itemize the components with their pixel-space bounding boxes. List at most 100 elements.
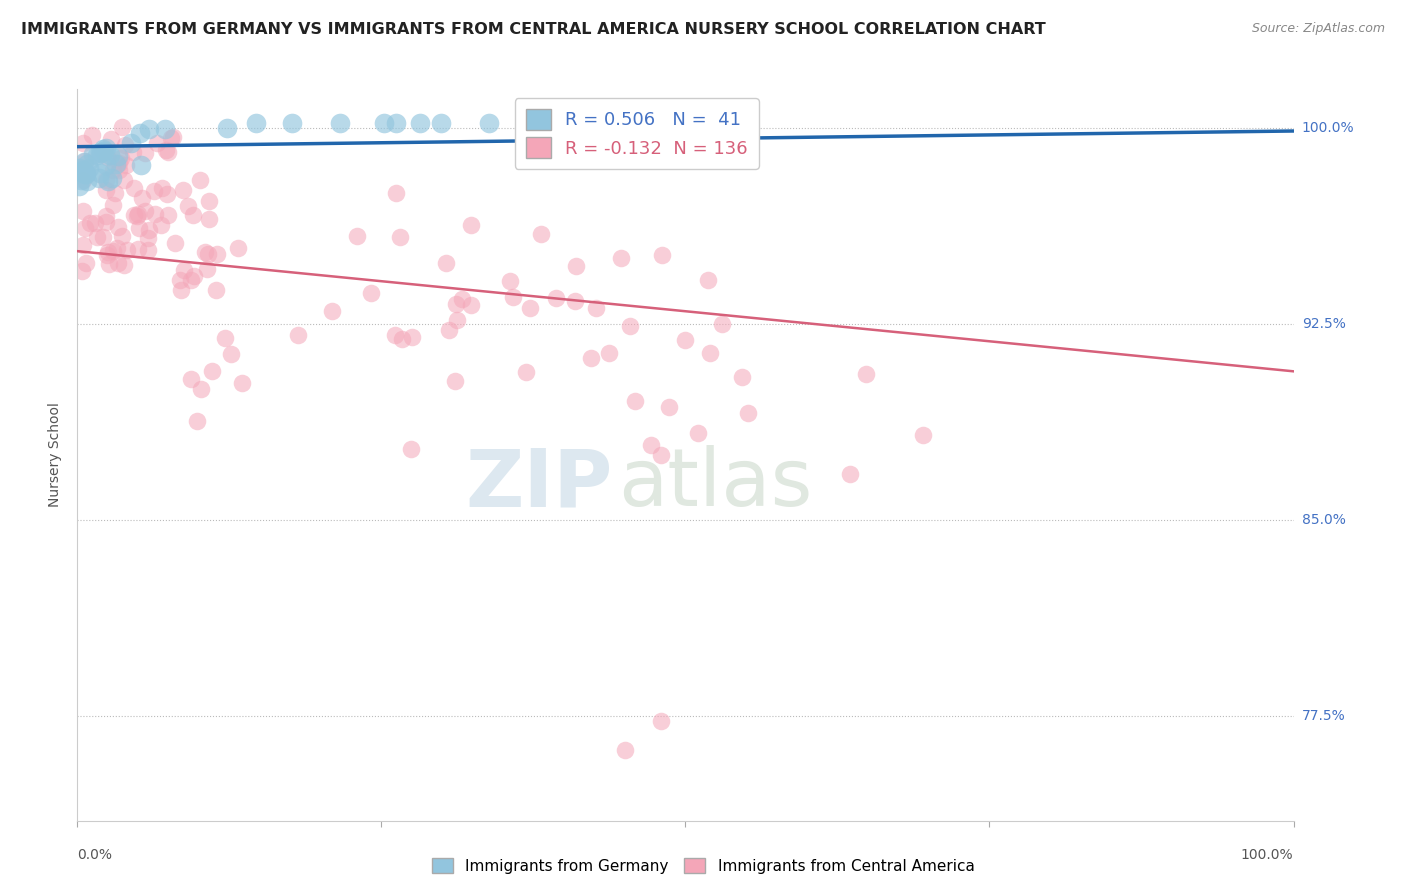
Point (650, 449, 672, 463)
Point (138, 122, 160, 136)
Point (94, 183, 117, 197)
Point (111, 228, 134, 243)
Point (391, 332, 413, 346)
Point (107, 241, 129, 255)
Point (76, 174, 98, 188)
Point (98, 257, 121, 271)
Point (460, 298, 482, 312)
Point (150, 181, 173, 195)
Text: 77.5%: 77.5% (1302, 709, 1346, 723)
Point (76, 157, 98, 171)
Point (564, 294, 586, 309)
Point (388, 230, 411, 244)
Point (194, 245, 217, 260)
Point (155, 143, 177, 157)
Point (96, 173, 118, 187)
Point (117, 243, 139, 257)
Point (585, 301, 607, 315)
Point (519, 301, 541, 315)
Point (103, 198, 125, 212)
Point (82, 128, 104, 142)
Point (912, 428, 935, 442)
Point (153, 122, 176, 136)
Point (658, 401, 681, 415)
Point (83, 217, 105, 231)
Point (67, 178, 90, 193)
Point (172, 183, 194, 197)
Point (100, 131, 122, 145)
Y-axis label: Nursery School: Nursery School (48, 402, 62, 508)
Point (499, 275, 522, 289)
Point (346, 228, 368, 243)
Point (75, 167, 97, 181)
Point (699, 346, 721, 360)
Point (180, 273, 202, 287)
Point (430, 116, 453, 130)
Point (188, 173, 211, 187)
Point (565, 259, 588, 273)
Point (598, 345, 620, 359)
Point (329, 116, 352, 130)
Point (624, 393, 647, 408)
Point (697, 273, 720, 287)
Point (619, 319, 641, 334)
Point (87, 171, 110, 186)
Point (177, 198, 200, 212)
Point (146, 136, 169, 150)
Point (79, 215, 101, 229)
Point (384, 327, 406, 342)
Point (149, 218, 172, 232)
Point (72, 136, 94, 151)
Point (231, 376, 253, 390)
Point (73, 154, 96, 169)
Point (89, 165, 111, 179)
Point (197, 247, 219, 261)
Point (73, 165, 96, 179)
Point (443, 374, 465, 388)
Point (134, 146, 156, 161)
Point (134, 203, 156, 218)
Point (360, 285, 382, 300)
Point (115, 158, 138, 172)
Point (131, 190, 153, 204)
Point (97, 244, 120, 259)
Text: 100.0%: 100.0% (1302, 121, 1354, 136)
Point (287, 327, 309, 342)
Point (91, 230, 114, 244)
Text: atlas: atlas (619, 445, 813, 524)
Point (201, 364, 224, 378)
Legend: Immigrants from Germany, Immigrants from Central America: Immigrants from Germany, Immigrants from… (426, 852, 980, 880)
Point (72, 163, 94, 178)
Point (446, 312, 468, 326)
Point (156, 145, 179, 160)
Point (160, 131, 183, 145)
Point (72, 173, 94, 187)
Point (321, 304, 343, 318)
Point (70, 165, 93, 179)
Point (136, 243, 159, 257)
Legend: R = 0.506   N =  41, R = -0.132  N = 136: R = 0.506 N = 41, R = -0.132 N = 136 (515, 98, 759, 169)
Text: 0.0%: 0.0% (77, 848, 112, 863)
Point (70, 263, 93, 277)
Point (112, 173, 135, 187)
Point (73, 221, 96, 235)
Point (198, 194, 221, 208)
Point (245, 116, 267, 130)
Point (169, 273, 191, 287)
Point (186, 414, 208, 428)
Point (127, 243, 149, 257)
Point (101, 244, 124, 259)
Point (107, 163, 129, 178)
Point (136, 231, 159, 245)
Text: ZIP: ZIP (465, 445, 613, 524)
Point (111, 120, 134, 135)
Text: 92.5%: 92.5% (1302, 318, 1346, 331)
Point (127, 207, 149, 221)
Point (195, 261, 218, 276)
Point (478, 116, 501, 130)
Point (70, 173, 93, 187)
Point (731, 370, 754, 384)
Point (650, 714, 672, 729)
Point (94, 158, 117, 172)
Point (104, 157, 127, 171)
